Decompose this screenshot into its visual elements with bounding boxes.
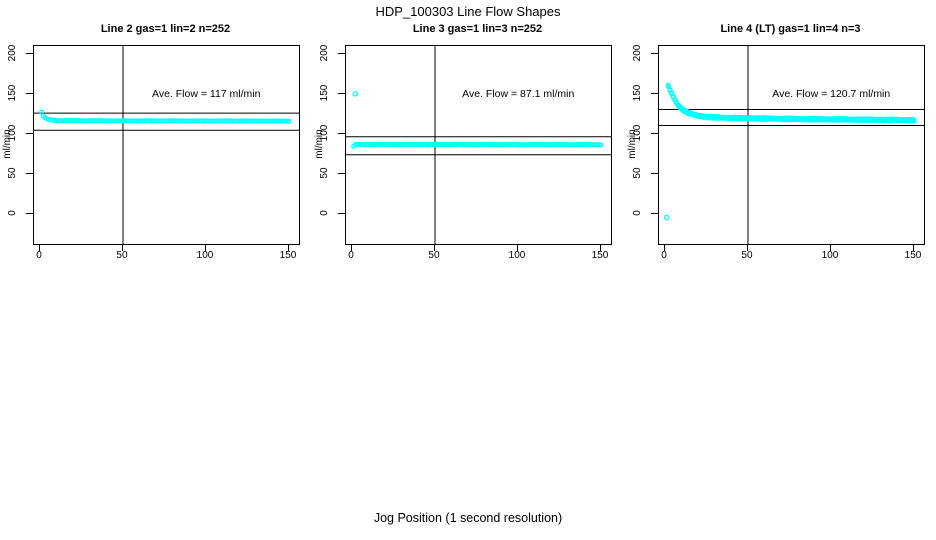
- scatter-plot: [34, 46, 299, 244]
- x-axis-label: Jog Position (1 second resolution): [373, 511, 563, 525]
- x-tick-label: 0: [348, 250, 354, 261]
- scatter-plot: [659, 46, 924, 244]
- y-tick-label: 50: [632, 167, 643, 179]
- outlier-point: [663, 214, 670, 221]
- average-flow-annotation: Ave. Flow = 87.1 ml/min: [462, 87, 575, 100]
- x-tick-label: 100: [196, 250, 214, 261]
- x-tick-label: 100: [508, 250, 526, 261]
- y-tick-mark: [338, 52, 345, 54]
- y-tick-label: 0: [319, 210, 330, 217]
- y-tick-label: 200: [319, 44, 330, 62]
- y-tick-label: 200: [7, 44, 18, 62]
- average-flow-annotation: Ave. Flow = 120.7 ml/min: [772, 87, 891, 100]
- y-tick-label: 0: [7, 210, 18, 217]
- y-tick-label: 100: [632, 124, 643, 142]
- x-tick-label: 0: [661, 250, 667, 261]
- panel-line-4: Line 4 (LT) gas=1 lin=4 n=3 ml/min Ave. …: [625, 20, 936, 270]
- x-tick-mark: [205, 244, 206, 251]
- y-tick-mark: [26, 172, 33, 174]
- y-tick-mark: [338, 172, 345, 174]
- average-flow-annotation: Ave. Flow = 117 ml/min: [152, 87, 261, 100]
- x-tick-mark: [433, 244, 435, 251]
- x-tick-label: 150: [591, 250, 609, 261]
- y-tick-mark: [26, 52, 33, 54]
- data-point: [669, 90, 675, 96]
- y-tick-label: 150: [319, 84, 330, 102]
- y-tick-mark: [651, 52, 658, 54]
- y-tick-label: 50: [319, 167, 330, 179]
- y-tick-mark: [338, 132, 345, 134]
- x-tick-mark: [913, 244, 914, 251]
- y-tick-label: 150: [632, 84, 643, 102]
- y-tick-label: 50: [7, 167, 18, 179]
- x-tick-mark: [121, 244, 123, 251]
- y-tick-label: 200: [632, 44, 643, 62]
- plot-area: Ave. Flow = 117 ml/min: [33, 45, 300, 245]
- x-tick-mark: [830, 244, 831, 251]
- x-tick-mark: [288, 244, 289, 251]
- x-tick-label: 150: [279, 250, 297, 261]
- x-tick-label: 150: [904, 250, 922, 261]
- y-tick-mark: [338, 212, 345, 214]
- panel-title: Line 3 gas=1 lin=3 n=252: [412, 23, 543, 35]
- y-tick-mark: [651, 172, 658, 174]
- data-point: [286, 118, 292, 124]
- y-tick-mark: [338, 92, 345, 94]
- x-tick-label: 50: [428, 250, 440, 261]
- y-tick-label: 100: [319, 124, 330, 142]
- y-tick-label: 100: [7, 124, 18, 142]
- x-tick-label: 100: [821, 250, 839, 261]
- y-tick-label: 0: [632, 210, 643, 217]
- x-tick-mark: [38, 244, 40, 251]
- data-point: [665, 82, 671, 88]
- data-point: [598, 142, 604, 148]
- plot-area: Ave. Flow = 87.1 ml/min: [345, 45, 612, 245]
- x-tick-mark: [663, 244, 665, 251]
- y-tick-label: 150: [7, 84, 18, 102]
- y-tick-mark: [651, 132, 658, 134]
- x-tick-mark: [746, 244, 748, 251]
- y-tick-mark: [26, 132, 33, 134]
- data-point: [39, 109, 45, 115]
- x-tick-mark: [517, 244, 518, 251]
- panel-line-2: Line 2 gas=1 lin=2 n=252 ml/min Ave. Flo…: [0, 20, 312, 270]
- panel-line-3: Line 3 gas=1 lin=3 n=252 ml/min Ave. Flo…: [312, 20, 624, 270]
- x-tick-mark: [350, 244, 352, 251]
- scatter-plot: [346, 46, 611, 244]
- data-point: [911, 117, 917, 123]
- y-tick-mark: [651, 92, 658, 94]
- outlier-point: [352, 91, 359, 97]
- y-tick-mark: [651, 212, 658, 214]
- figure-title: HDP_100303 Line Flow Shapes: [375, 4, 561, 19]
- y-tick-mark: [26, 92, 33, 94]
- x-tick-label: 50: [741, 250, 753, 261]
- panel-title: Line 4 (LT) gas=1 lin=4 n=3: [720, 23, 861, 35]
- x-tick-label: 50: [116, 250, 128, 261]
- x-tick-mark: [600, 244, 601, 251]
- y-tick-mark: [26, 212, 33, 214]
- panel-title: Line 2 gas=1 lin=2 n=252: [100, 23, 231, 35]
- plot-area: Ave. Flow = 120.7 ml/min: [658, 45, 925, 245]
- x-tick-label: 0: [36, 250, 42, 261]
